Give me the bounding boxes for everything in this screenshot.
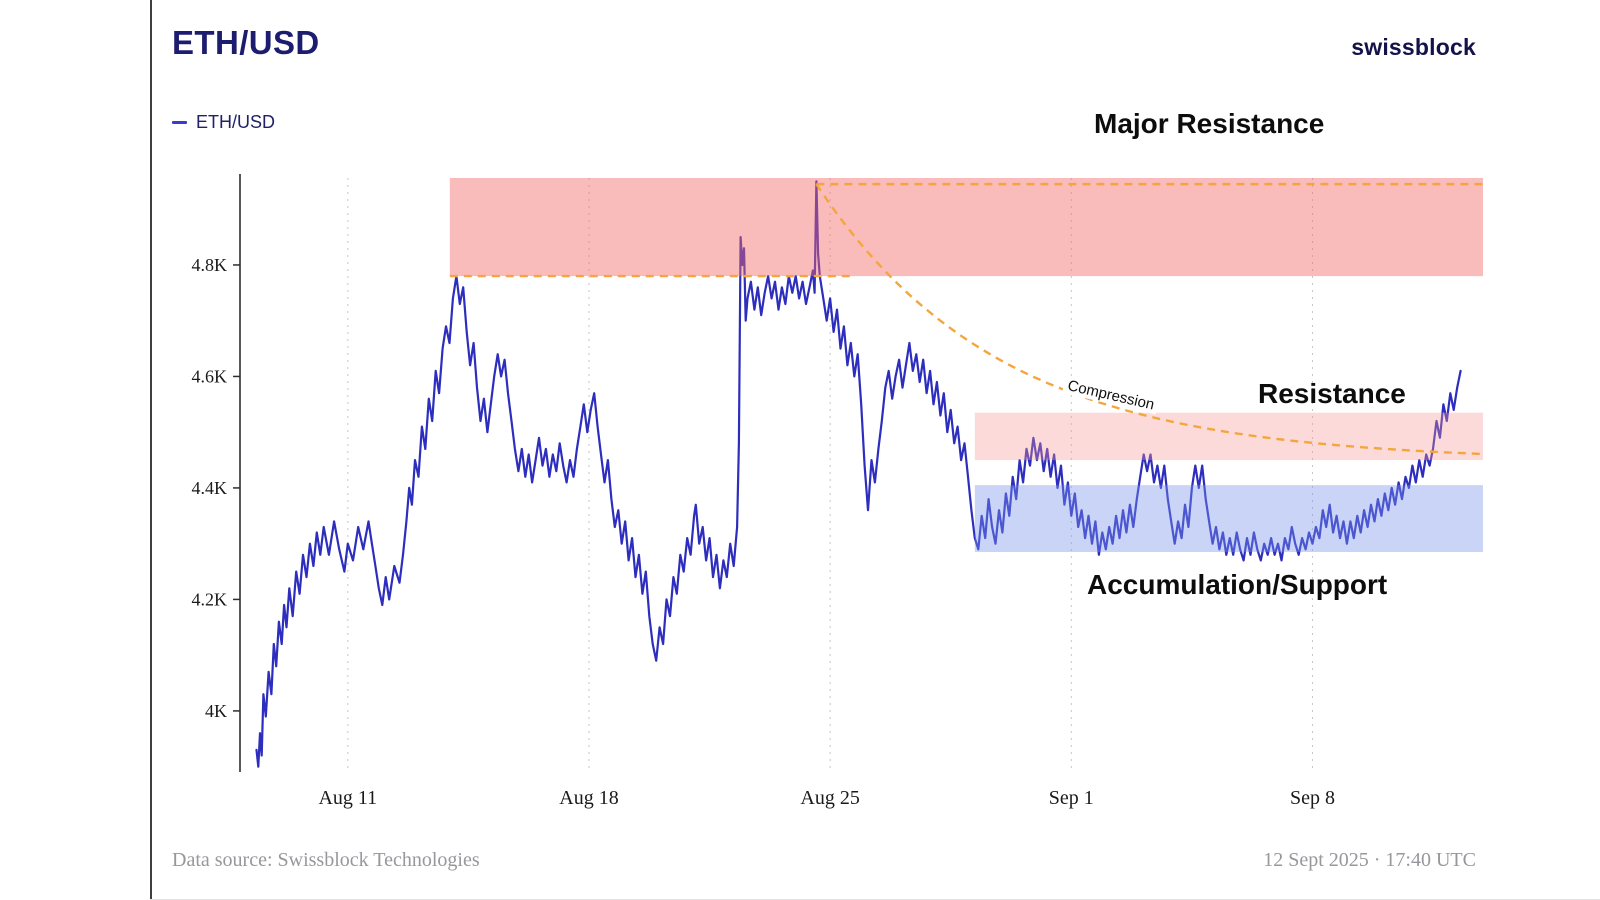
data-source-text: Data source: Swissblock Technologies xyxy=(172,849,480,871)
left-border-line xyxy=(150,0,152,900)
svg-text:Aug 18: Aug 18 xyxy=(559,787,618,809)
accumulation-support-label: Accumulation/Support xyxy=(1087,569,1388,600)
svg-text:Sep 1: Sep 1 xyxy=(1049,787,1094,809)
legend: ETH/USD xyxy=(172,112,275,133)
svg-text:Sep 8: Sep 8 xyxy=(1290,787,1335,809)
price-line xyxy=(255,180,1462,768)
svg-text:4.2K: 4.2K xyxy=(192,589,228,609)
svg-text:4.4K: 4.4K xyxy=(192,478,228,498)
svg-text:4K: 4K xyxy=(205,701,227,721)
svg-text:4.6K: 4.6K xyxy=(192,366,228,386)
compression-curve xyxy=(815,183,1484,456)
timestamp-text: 12 Sept 2025 · 17:40 UTC xyxy=(1263,849,1476,871)
zone-accumulation-support xyxy=(974,485,1483,553)
zone-major-resistance xyxy=(449,178,1484,277)
legend-series-label: ETH/USD xyxy=(196,112,276,132)
svg-text:Aug 25: Aug 25 xyxy=(800,787,859,809)
zone-resistance xyxy=(974,412,1483,461)
major-resistance-label: Major Resistance xyxy=(1094,108,1325,139)
legend-line-swatch xyxy=(172,121,187,124)
brand-logo: swissblock xyxy=(1351,34,1476,60)
page-title: ETH/USD xyxy=(172,24,320,61)
svg-text:Aug 11: Aug 11 xyxy=(318,787,377,809)
svg-text:4.8K: 4.8K xyxy=(192,255,228,275)
resistance-label: Resistance xyxy=(1258,378,1406,409)
